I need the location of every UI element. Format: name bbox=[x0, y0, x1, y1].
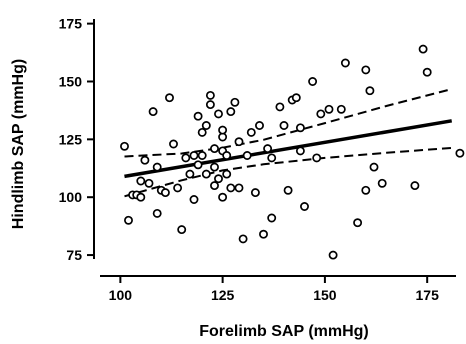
data-point bbox=[255, 121, 264, 130]
data-point bbox=[205, 100, 215, 110]
data-point bbox=[210, 144, 219, 154]
data-point bbox=[418, 44, 428, 54]
data-point bbox=[328, 250, 338, 260]
data-point bbox=[144, 178, 154, 188]
data-point bbox=[353, 218, 363, 228]
data-point bbox=[279, 121, 289, 130]
data-point bbox=[361, 65, 371, 75]
x-tick-label: 125 bbox=[211, 287, 235, 303]
data-point bbox=[242, 151, 252, 160]
data-point bbox=[410, 181, 420, 191]
data-point bbox=[120, 141, 129, 151]
data-point bbox=[283, 185, 293, 195]
data-point bbox=[136, 192, 146, 202]
data-point bbox=[214, 174, 223, 184]
data-point bbox=[197, 127, 207, 137]
data-point bbox=[238, 234, 248, 244]
data-point bbox=[193, 111, 203, 121]
x-tick-label: 100 bbox=[109, 287, 133, 303]
data-point bbox=[324, 104, 334, 114]
x-tick-label: 150 bbox=[313, 287, 337, 303]
data-point bbox=[226, 183, 236, 193]
data-point bbox=[148, 107, 158, 117]
data-point bbox=[267, 153, 277, 163]
data-point bbox=[226, 107, 236, 117]
plot-area bbox=[120, 44, 465, 260]
data-point bbox=[189, 151, 199, 160]
data-point bbox=[152, 208, 162, 218]
data-point bbox=[218, 125, 228, 135]
data-point bbox=[201, 169, 211, 179]
data-point bbox=[250, 188, 260, 198]
data-point bbox=[365, 86, 375, 96]
data-point bbox=[455, 148, 465, 158]
data-point bbox=[369, 162, 379, 172]
data-point bbox=[263, 144, 273, 154]
data-point bbox=[295, 123, 305, 133]
data-point bbox=[312, 153, 322, 163]
data-point bbox=[177, 225, 187, 235]
y-tick-label: 75 bbox=[66, 247, 82, 263]
data-point bbox=[189, 195, 199, 204]
data-point bbox=[295, 146, 305, 156]
data-point bbox=[214, 109, 223, 119]
data-point bbox=[336, 104, 346, 114]
data-point bbox=[246, 127, 256, 137]
data-point bbox=[230, 97, 240, 107]
regression-line bbox=[124, 119, 453, 179]
data-point bbox=[210, 162, 219, 172]
data-point bbox=[185, 169, 195, 179]
data-point bbox=[340, 58, 350, 68]
data-point bbox=[234, 183, 244, 193]
data-point bbox=[173, 183, 183, 193]
data-point bbox=[205, 90, 215, 100]
data-point bbox=[291, 93, 301, 103]
x-axis-title: Forelimb SAP (mmHg) bbox=[199, 323, 369, 340]
data-point bbox=[218, 192, 228, 202]
data-point bbox=[193, 160, 203, 170]
x-tick-label: 175 bbox=[416, 287, 440, 303]
y-tick-label: 125 bbox=[59, 131, 83, 147]
upper-confidence-band bbox=[124, 88, 452, 158]
y-axis-title: Hindlimb SAP (mmHg) bbox=[10, 59, 27, 229]
data-point bbox=[422, 67, 432, 77]
data-point bbox=[361, 185, 371, 195]
data-point bbox=[160, 188, 170, 198]
data-point bbox=[234, 137, 244, 147]
data-point bbox=[377, 178, 387, 188]
data-point bbox=[165, 93, 174, 103]
data-point bbox=[181, 153, 191, 163]
data-point bbox=[197, 151, 207, 160]
axes bbox=[93, 19, 456, 277]
y-tick-label: 175 bbox=[59, 16, 83, 32]
data-point bbox=[300, 202, 309, 211]
data-point bbox=[316, 109, 326, 119]
data-point bbox=[308, 77, 318, 86]
y-tick-label: 100 bbox=[59, 189, 83, 205]
data-point bbox=[201, 121, 211, 130]
data-point bbox=[169, 139, 178, 149]
data-point bbox=[259, 229, 268, 239]
data-point bbox=[222, 169, 232, 179]
data-point bbox=[136, 176, 146, 186]
ticks: 100 125 150 175 75 100 125 150 175 bbox=[59, 16, 439, 303]
data-point bbox=[152, 162, 162, 172]
y-tick-label: 150 bbox=[59, 73, 83, 89]
data-point bbox=[210, 181, 219, 191]
data-point bbox=[140, 155, 150, 165]
data-point bbox=[267, 213, 277, 223]
data-point bbox=[222, 151, 232, 160]
data-point bbox=[124, 215, 133, 225]
lower-confidence-band bbox=[124, 146, 452, 198]
data-point bbox=[275, 102, 285, 112]
